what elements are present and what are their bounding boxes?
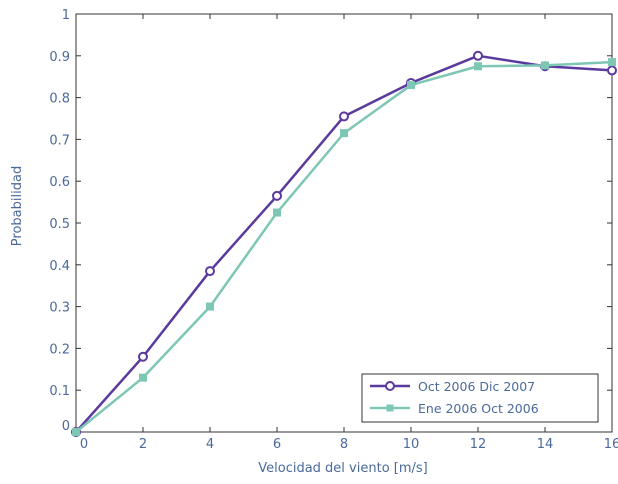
x-tick-label: 16 [604, 437, 618, 452]
data-point [474, 62, 482, 71]
legend-label: Oct 2006 Dic 2007 [418, 379, 535, 394]
data-point [407, 81, 415, 90]
plot-frame [75, 13, 613, 433]
data-point [608, 58, 616, 67]
data-point [205, 266, 215, 277]
data-point [138, 351, 148, 362]
x-tick-label: 2 [139, 437, 147, 452]
data-point [473, 50, 483, 61]
y-tick-label: 1 [62, 8, 70, 23]
data-point [541, 61, 549, 70]
data-point [72, 428, 80, 436]
x-tick-label: 14 [537, 437, 554, 452]
data-point [339, 111, 349, 122]
legend: Oct 2006 Dic 2007 Ene 2006 Oct 2006 [361, 373, 599, 423]
series-layer [71, 50, 617, 437]
y-tick-label: 0.5 [49, 217, 70, 232]
data-point [272, 190, 282, 201]
y-tick-label: 0.4 [49, 259, 70, 274]
x-tick-label: 12 [470, 437, 487, 452]
series-2 [72, 58, 616, 436]
y-tick-label: 0.8 [49, 92, 70, 107]
x-tick-label: 4 [206, 437, 214, 452]
axis-ticks: 0 2 4 6 8 10 12 14 16 0 0.1 0.2 0.3 0.4 0.5 0.6 0.7 0.8 0.… [49, 8, 618, 452]
legend-entry: Oct 2006 Dic 2007 [370, 379, 535, 394]
legend-entry: Ene 2006 Oct 2006 [370, 401, 539, 416]
legend-label: Ene 2006 Oct 2006 [418, 401, 539, 416]
y-tick-label: 0.1 [49, 384, 70, 399]
data-point [273, 208, 281, 217]
x-tick-label: 6 [273, 437, 281, 452]
y-tick-label: 0.6 [49, 175, 70, 190]
x-tick-label: 8 [340, 437, 348, 452]
y-tick-label: 0 [62, 419, 70, 434]
x-tick-label: 10 [403, 437, 420, 452]
data-point [206, 302, 214, 311]
x-tick-label: 0 [80, 437, 88, 452]
y-tick-label: 0.2 [49, 342, 70, 357]
data-point [607, 65, 617, 76]
legend-swatch-marker [385, 381, 395, 391]
y-tick-label: 0.9 [49, 50, 70, 65]
x-axis-label: Velocidad del viento [m/s] [258, 461, 428, 476]
legend-swatch-marker [386, 404, 394, 412]
legend-box [361, 373, 599, 423]
y-axis-label: Probabilidad [10, 166, 25, 246]
data-point [340, 129, 348, 138]
data-point [139, 373, 147, 382]
y-tick-label: 0.7 [49, 133, 70, 148]
y-tick-label: 0.3 [49, 301, 70, 316]
